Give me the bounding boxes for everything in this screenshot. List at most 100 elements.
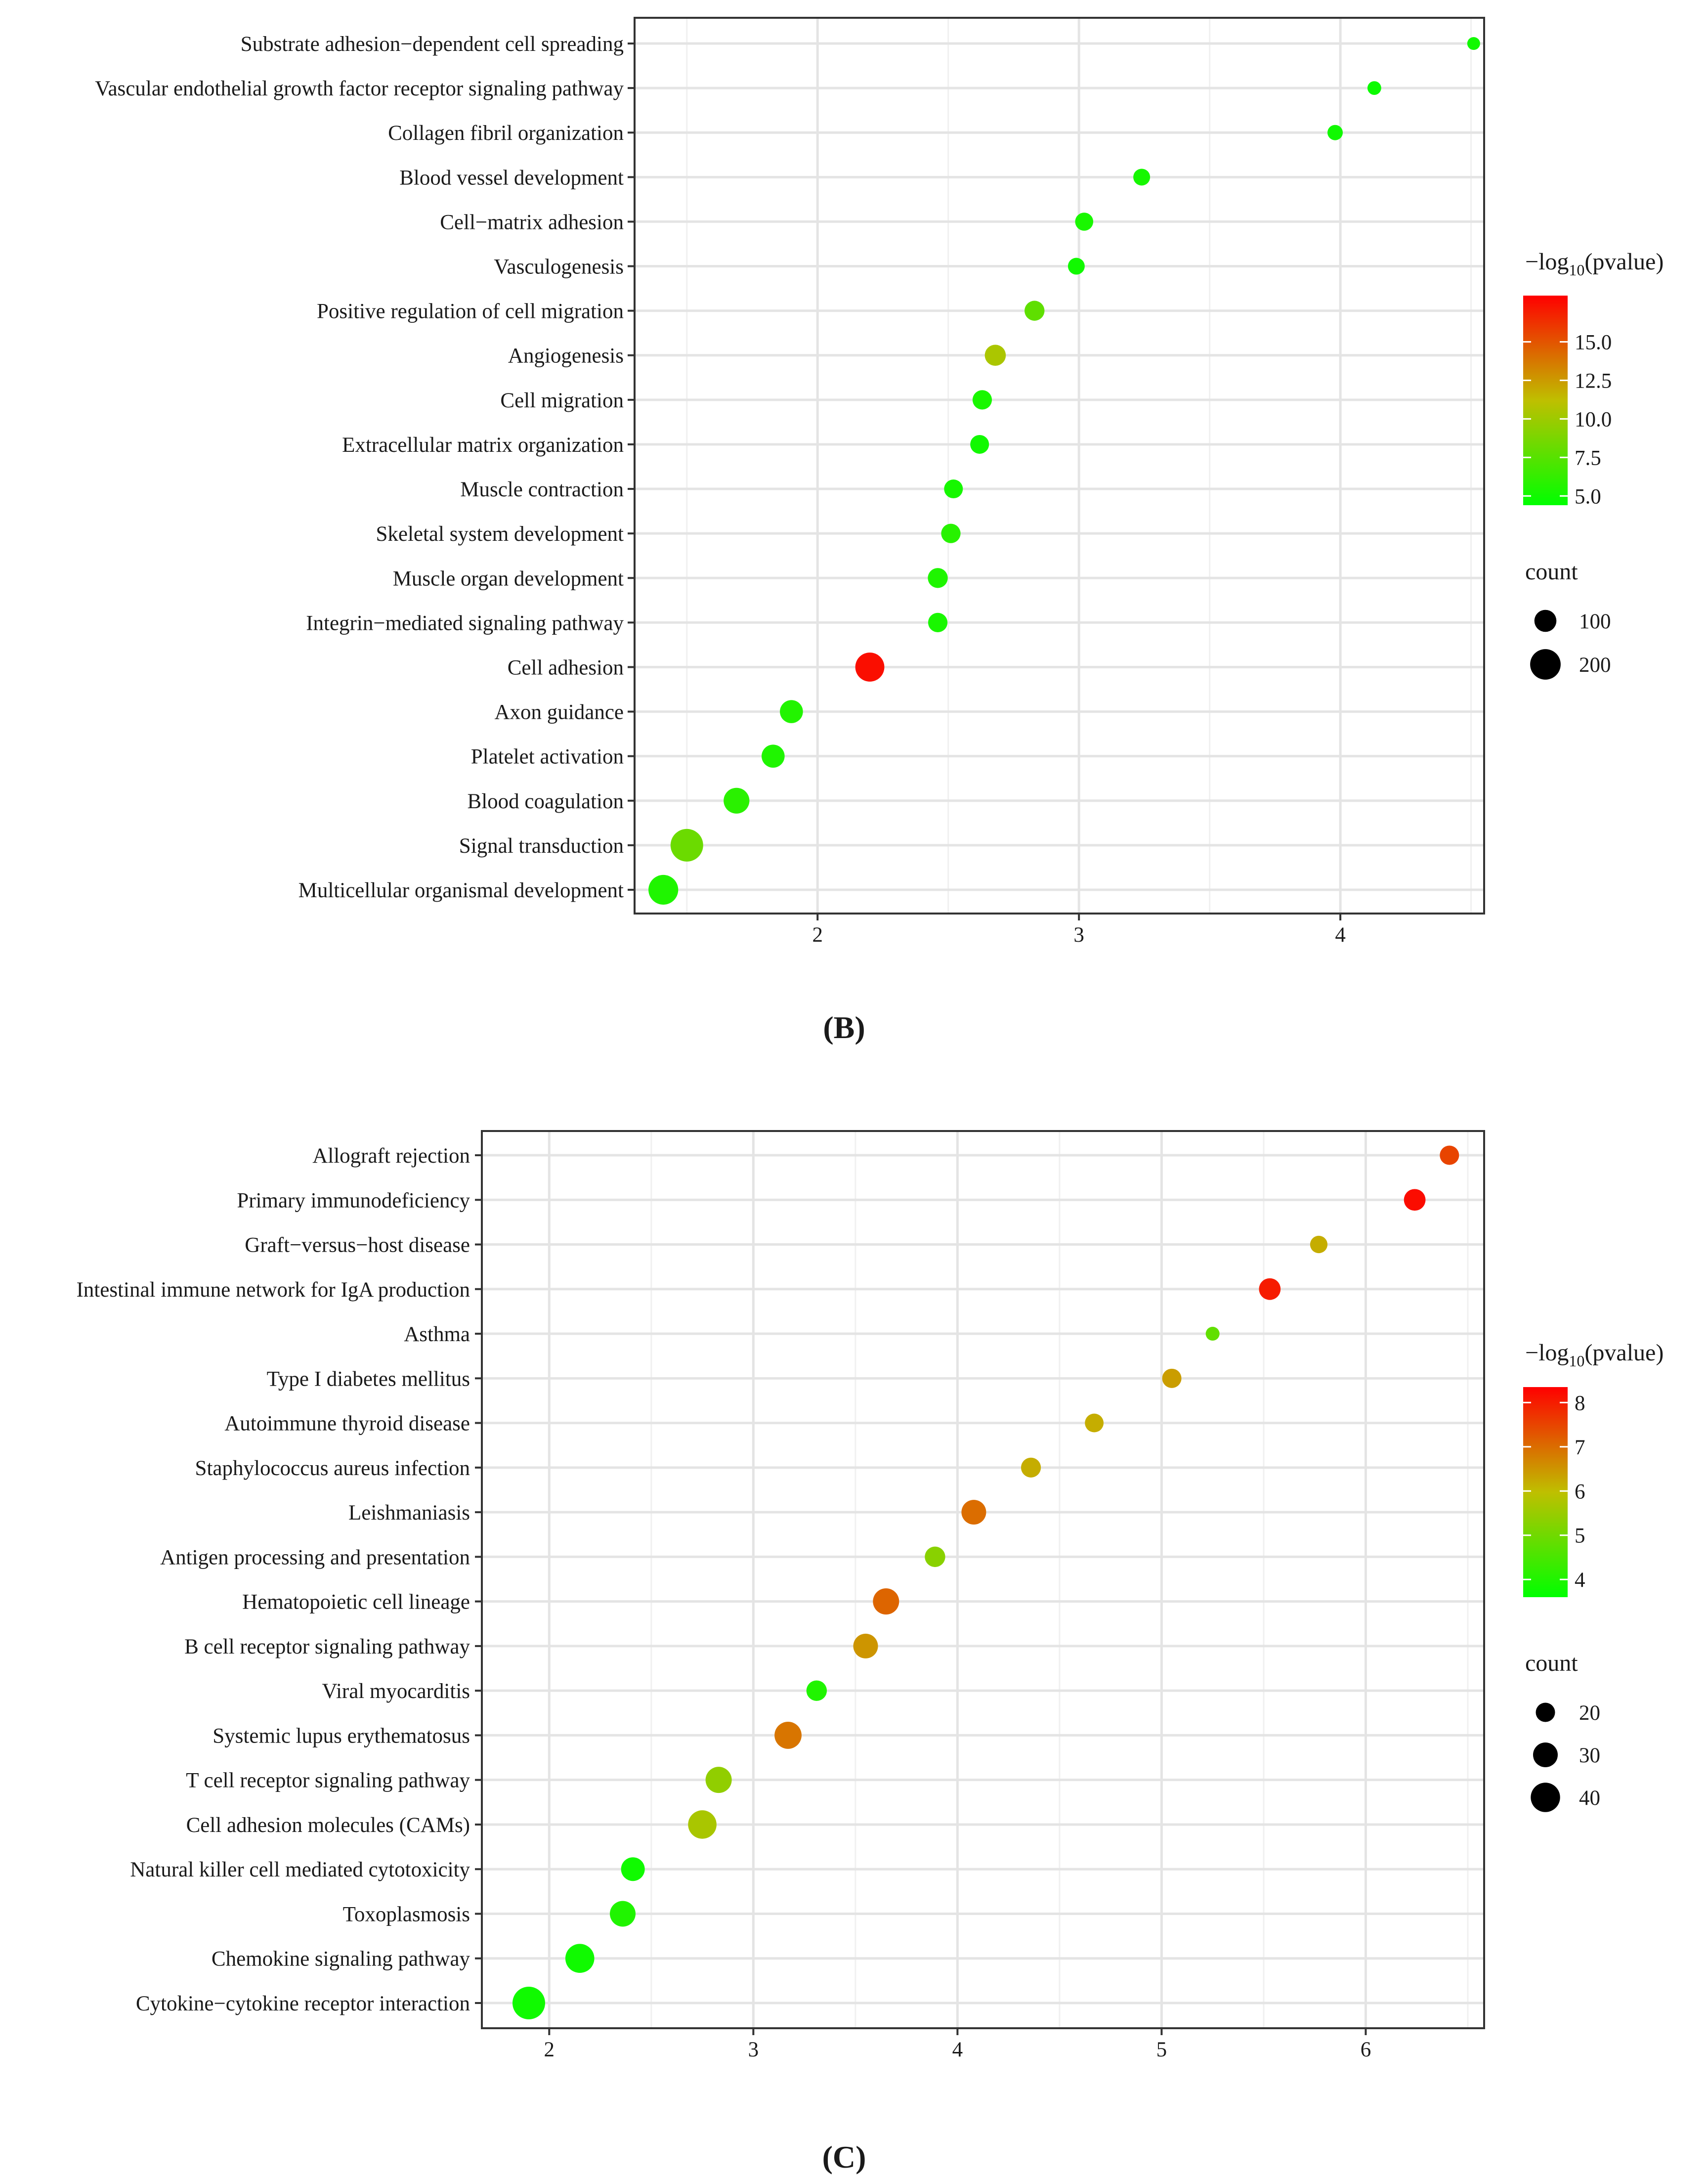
x-tick-label: 3 — [1073, 923, 1084, 947]
y-tick-label: Muscle contraction — [460, 478, 624, 501]
data-point — [1021, 1457, 1041, 1478]
data-point — [1440, 1145, 1459, 1165]
y-tick-label: Leishmaniasis — [348, 1501, 470, 1525]
y-tick-label: Blood coagulation — [468, 790, 624, 813]
y-tick-label: Autoimmune thyroid disease — [224, 1412, 470, 1436]
data-point — [1085, 1413, 1104, 1433]
size-legend-title: count — [1525, 559, 1578, 585]
color-bar — [1523, 1387, 1568, 1597]
size-legend-dot — [1531, 1783, 1560, 1812]
x-tick-label: 4 — [952, 2038, 963, 2061]
data-point — [705, 1767, 732, 1793]
x-tick-label: 2 — [544, 2038, 555, 2061]
data-point — [1327, 125, 1343, 140]
data-point — [925, 1546, 945, 1568]
y-tick-label: Vasculogenesis — [494, 256, 624, 279]
y-tick-label: Intestinal immune network for IgA produc… — [76, 1278, 470, 1302]
plot-background — [635, 18, 1484, 914]
color-legend-title: −log10(pvalue) — [1525, 1340, 1664, 1370]
color-legend-label: 10.0 — [1575, 408, 1612, 431]
data-point — [970, 435, 989, 454]
color-legend-label: 6 — [1575, 1480, 1585, 1503]
data-point — [621, 1857, 645, 1881]
y-tick-label: Multicellular organismal development — [299, 879, 624, 902]
data-point — [806, 1680, 827, 1701]
color-legend-label: 4 — [1575, 1568, 1585, 1592]
data-point — [1133, 169, 1151, 186]
y-tick-label: Cell migration — [500, 389, 624, 412]
data-point — [512, 1987, 545, 2019]
size-legend-label: 200 — [1579, 653, 1611, 677]
data-point — [928, 568, 948, 588]
color-legend-label: 5.0 — [1575, 485, 1601, 508]
color-legend-label: 5 — [1575, 1525, 1585, 1548]
data-point — [609, 1901, 636, 1927]
size-legend-label: 20 — [1579, 1701, 1600, 1725]
plot-border — [634, 17, 1485, 915]
y-tick-label: Blood vessel development — [399, 166, 624, 189]
x-tick-label: 5 — [1156, 2038, 1167, 2061]
data-point — [762, 744, 785, 768]
data-point — [1404, 1189, 1426, 1211]
color-legend-label: 15.0 — [1575, 331, 1612, 354]
size-legend-label: 30 — [1579, 1744, 1600, 1767]
color-legend-label: 7.5 — [1575, 446, 1601, 470]
data-point — [972, 390, 992, 410]
plot-border — [481, 1130, 1485, 2029]
chart-panel-b: Substrate adhesion−dependent cell spread… — [95, 17, 1664, 1045]
data-point — [961, 1500, 986, 1525]
y-tick-label: Cell adhesion — [508, 656, 624, 679]
y-tick-label: Systemic lupus erythematosus — [213, 1724, 470, 1747]
size-legend-dot — [1536, 1702, 1555, 1722]
y-tick-label: Allograft rejection — [312, 1144, 470, 1168]
data-point — [565, 1944, 595, 1973]
size-legend-label: 100 — [1579, 610, 1611, 633]
data-point — [1467, 37, 1480, 50]
data-point — [944, 479, 963, 499]
color-legend-label: 7 — [1575, 1436, 1585, 1459]
y-tick-label: Staphylococcus aureus infection — [195, 1457, 470, 1480]
y-tick-label: Collagen fibril organization — [388, 122, 624, 145]
color-legend-label: 12.5 — [1575, 369, 1612, 392]
y-tick-label: Asthma — [404, 1323, 470, 1346]
data-point — [984, 345, 1006, 366]
y-tick-label: Primary immunodeficiency — [237, 1189, 470, 1212]
data-point — [873, 1588, 899, 1615]
data-point — [1259, 1278, 1281, 1300]
data-point — [1367, 81, 1381, 95]
x-tick-label: 4 — [1335, 923, 1346, 947]
data-point — [780, 700, 803, 723]
data-point — [774, 1722, 802, 1749]
x-tick-label: 2 — [812, 923, 823, 947]
data-point — [1075, 213, 1094, 231]
data-point — [648, 874, 679, 905]
y-tick-label: Antigen processing and presentation — [160, 1546, 470, 1569]
y-tick-label: Vascular endothelial growth factor recep… — [95, 77, 624, 100]
data-point — [724, 787, 750, 814]
data-point — [1205, 1327, 1220, 1341]
color-legend-label: 8 — [1575, 1392, 1585, 1415]
chart-panel-c: Allograft rejection Primary immunodeficie… — [76, 1130, 1664, 2175]
size-legend-dot — [1534, 610, 1557, 632]
data-point — [670, 828, 703, 862]
data-point — [855, 653, 885, 682]
y-tick-label: Muscle organ development — [393, 567, 624, 590]
size-legend-dot — [1533, 1742, 1558, 1767]
data-point — [1162, 1368, 1182, 1388]
y-tick-label: Graft−versus−host disease — [245, 1234, 470, 1257]
panel-label: (C) — [822, 2139, 866, 2175]
data-point — [1310, 1235, 1328, 1254]
y-tick-label: Cell−matrix adhesion — [440, 211, 624, 234]
y-tick-label: Hematopoietic cell lineage — [242, 1591, 470, 1614]
y-tick-label: T cell receptor signaling pathway — [186, 1769, 470, 1792]
size-legend-dot — [1530, 649, 1561, 680]
y-tick-label: Extracellular matrix organization — [342, 434, 624, 457]
data-point — [688, 1810, 717, 1839]
color-legend-title: −log10(pvalue) — [1525, 249, 1664, 279]
y-tick-label: Type I diabetes mellitus — [267, 1367, 470, 1391]
y-tick-label: Signal transduction — [459, 834, 624, 858]
color-bar — [1523, 296, 1568, 505]
y-tick-label: Chemokine signaling pathway — [212, 1948, 470, 1971]
data-point — [853, 1633, 878, 1658]
